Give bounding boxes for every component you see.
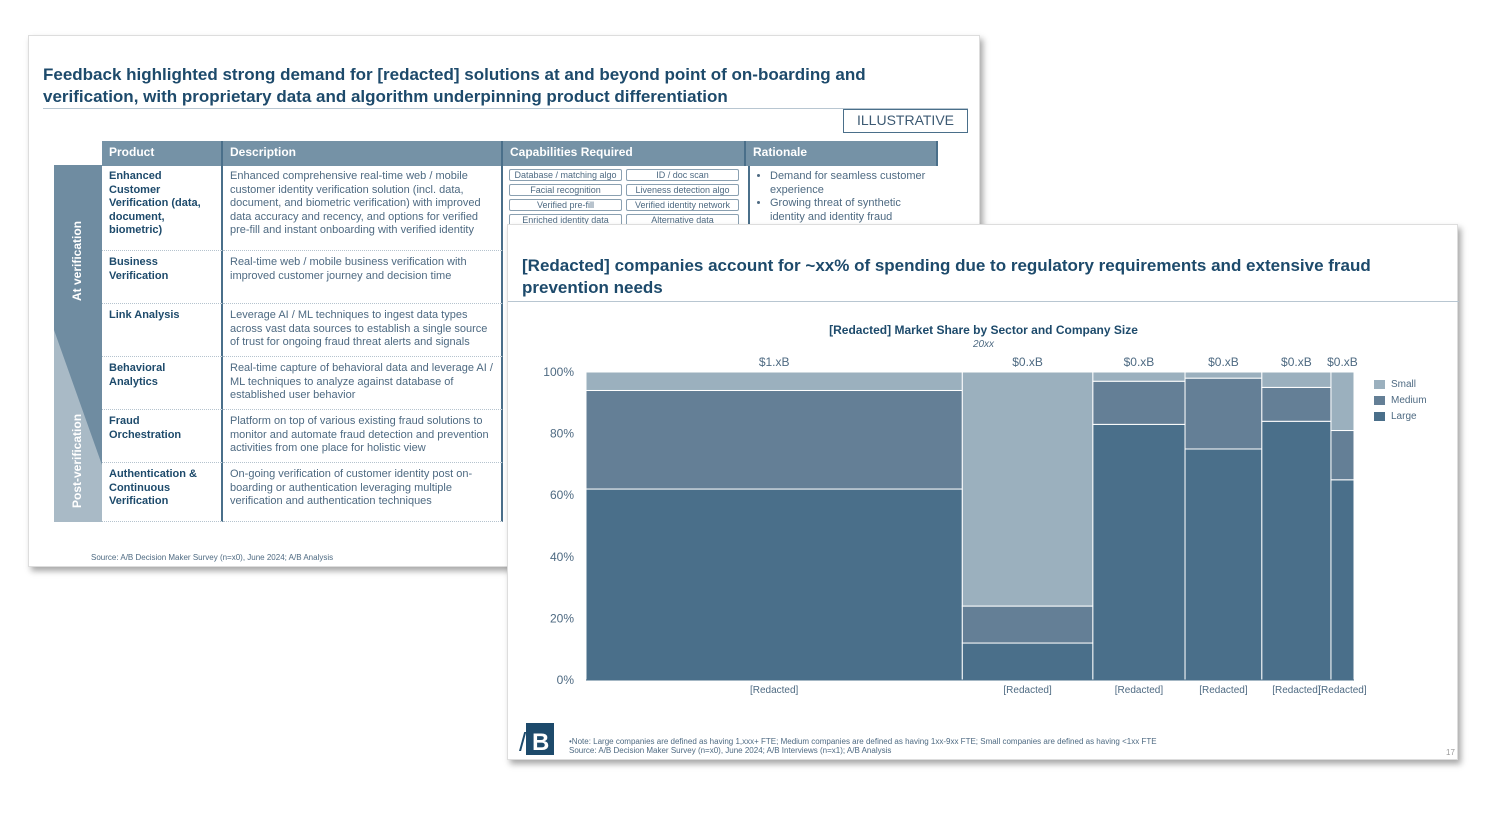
legend-label: Large [1391, 410, 1417, 422]
capability-tag: Facial recognition [509, 184, 622, 196]
column-total-label: $1.xB [759, 355, 790, 369]
header-rationale: Rationale [746, 141, 938, 166]
category-label: [Redacted] [1272, 685, 1321, 696]
source-note: Source: A/B Decision Maker Survey (n=x0)… [91, 553, 334, 562]
bar-segment-medium [585, 389, 963, 490]
chart-subtitle: 20xx [972, 339, 995, 350]
capability-tag: ID / doc scan [626, 169, 739, 181]
header-description: Description [223, 141, 503, 166]
row-description: On-going verification of customer identi… [223, 463, 503, 522]
bar-segment-large [1330, 479, 1355, 681]
bar-segment-small [1261, 371, 1332, 388]
source-note: Source: A/B Decision Maker Survey (n=x0)… [569, 746, 892, 755]
header-product: Product [102, 141, 223, 166]
bar-segment-large [1261, 420, 1332, 681]
row-description: Real-time capture of behavioral data and… [223, 357, 503, 410]
column-total-label: $0.xB [1281, 355, 1312, 369]
capability-tag: Liveness detection algo [626, 184, 739, 196]
bar-segment-medium [961, 605, 1094, 644]
y-tick-label: 20% [550, 611, 574, 625]
bar-segment-medium [1184, 377, 1263, 450]
title-divider [508, 301, 1459, 302]
chart-note: •Note: Large companies are defined as ha… [569, 737, 1157, 746]
bar-segment-large [1092, 423, 1186, 681]
ab-logo: / B [519, 723, 554, 755]
row-description: Platform on top of various existing frau… [223, 410, 503, 463]
slide-market-share-chart: [Redacted] companies account for ~xx% of… [507, 224, 1459, 760]
chart-title: [Redacted] Market Share by Sector and Co… [829, 323, 1138, 337]
bar-segment-medium [1092, 380, 1186, 425]
rationale-list: Demand for seamless customer experience … [748, 166, 938, 226]
title-divider [43, 108, 968, 109]
bar-segment-medium [1330, 430, 1355, 481]
y-tick-label: 0% [557, 673, 575, 687]
category-label: [Redacted] [1003, 685, 1052, 696]
legend-swatch [1374, 395, 1385, 405]
mekko-chart: 0% 20% 40% 60% 80% 100% $1.xB [Redacted] $0.xB [R… [543, 355, 1367, 696]
y-tick-label: 60% [550, 488, 574, 502]
row-description: Leverage AI / ML techniques to ingest da… [223, 304, 503, 357]
legend-swatch [1374, 411, 1385, 421]
bar-segment-medium [1261, 386, 1332, 422]
capability-tag: Verified pre-fill [509, 199, 622, 211]
bar-segment-large [585, 488, 963, 681]
row-product: Behavioral Analytics [102, 357, 223, 410]
legend-item: Medium [1374, 392, 1427, 408]
chart-legend: Small Medium Large [1374, 376, 1427, 424]
rationale-item: Growing threat of synthetic identity and… [770, 197, 932, 224]
category-label: [Redacted] [1318, 685, 1367, 696]
slide-title: [Redacted] companies account for ~xx% of… [522, 256, 1371, 297]
column-total-label: $0.xB [1012, 355, 1043, 369]
row-product: Fraud Orchestration [102, 410, 223, 463]
column-total-label: $0.xB [1208, 355, 1239, 369]
header-capabilities: Capabilities Required [503, 141, 746, 166]
legend-label: Small [1391, 378, 1417, 390]
category-label: [Redacted] [1199, 685, 1248, 696]
row-description: Enhanced comprehensive real-time web / m… [223, 165, 503, 251]
bar-segment-small [1330, 371, 1355, 432]
rationale-item: Demand for seamless customer experience [770, 170, 932, 197]
phase-at-verification: At verification [70, 220, 84, 301]
svg-text:/: / [519, 727, 527, 755]
column-total-label: $0.xB [1124, 355, 1155, 369]
legend-item: Large [1374, 408, 1427, 424]
row-product: Enhanced Customer Verification (data, do… [102, 165, 223, 251]
svg-text:B: B [532, 729, 549, 755]
phase-post-verification: Post-verification [70, 413, 84, 508]
bar-segment-large [1184, 448, 1263, 681]
legend-swatch [1374, 379, 1385, 389]
column-total-label: $0.xB [1327, 355, 1358, 369]
row-product: Authentication & Continuous Verification [102, 463, 223, 522]
row-description: Real-time web / mobile business verifica… [223, 251, 503, 304]
row-product: Link Analysis [102, 304, 223, 357]
y-tick-label: 40% [550, 550, 574, 564]
row-product: Business Verification [102, 251, 223, 304]
capability-tag: Database / matching algo [509, 169, 622, 181]
bar-segment-small [1092, 371, 1186, 382]
y-tick-label: 100% [543, 365, 574, 379]
bar-segment-large [961, 642, 1094, 681]
y-tick-label: 80% [550, 427, 574, 441]
capabilities-list: Database / matching algo ID / doc scan Fac… [503, 166, 746, 226]
legend-item: Small [1374, 376, 1427, 392]
bar-segment-small [961, 371, 1094, 607]
page-number: 17 [1446, 748, 1455, 757]
legend-label: Medium [1391, 394, 1427, 406]
category-label: [Redacted] [750, 685, 799, 696]
bar-segment-small [1184, 371, 1263, 379]
illustrative-badge: ILLUSTRATIVE [843, 109, 968, 133]
category-label: [Redacted] [1115, 685, 1164, 696]
bar-segment-small [585, 371, 963, 391]
capability-tag: Verified identity network [626, 199, 739, 211]
slide-title: Feedback highlighted strong demand for [… [43, 65, 866, 106]
